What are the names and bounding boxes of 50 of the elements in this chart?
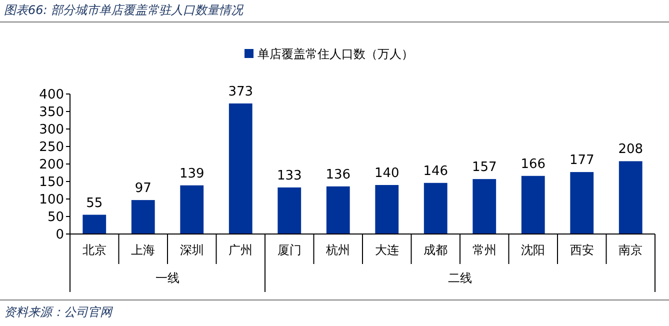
bar xyxy=(180,185,204,234)
text: 二线 xyxy=(448,271,472,285)
x-tick-label: 大连 xyxy=(374,243,399,257)
data-label: 166 xyxy=(520,156,546,172)
bar xyxy=(82,214,106,234)
bar xyxy=(131,200,155,234)
y-tick-label: 50 xyxy=(47,210,64,225)
x-tick-label: 厦门 xyxy=(277,243,302,257)
bar xyxy=(618,161,642,234)
bar xyxy=(278,187,302,234)
x-tick-label: 北京 xyxy=(82,243,106,257)
bar xyxy=(570,172,594,234)
data-label: 136 xyxy=(326,167,351,182)
legend-label: 单店覆盖常住人口数（万人） xyxy=(258,47,414,61)
y-tick-label: 0 xyxy=(56,228,64,242)
y-tick-label: 200 xyxy=(39,158,64,172)
data-label: 133 xyxy=(276,168,302,184)
data-label: 157 xyxy=(472,160,497,176)
data-label: 373 xyxy=(228,84,254,100)
x-tick-label: 成都 xyxy=(424,243,448,257)
y-tick-label: 250 xyxy=(39,140,64,155)
x-tick-label: 深圳 xyxy=(180,243,204,257)
x-tick-label: 广州 xyxy=(228,243,253,257)
x-tick-label: 上海 xyxy=(131,243,156,257)
y-tick-label: 150 xyxy=(39,175,64,190)
x-tick-label: 南京 xyxy=(618,243,643,257)
bar xyxy=(228,103,252,234)
y-tick-label: 300 xyxy=(39,122,64,138)
data-label: 208 xyxy=(618,142,644,158)
bar xyxy=(424,182,448,234)
data-label: 55 xyxy=(86,196,103,211)
data-label: 140 xyxy=(374,166,400,181)
y-tick-label: 400 xyxy=(39,88,64,102)
bar xyxy=(472,179,496,234)
x-tick-label: 杭州 xyxy=(325,243,350,257)
y-tick-label: 100 xyxy=(39,192,64,208)
data-label: 177 xyxy=(569,153,594,168)
text: 一线 xyxy=(156,271,180,285)
x-tick-label: 常州 xyxy=(472,243,496,257)
bar xyxy=(375,185,399,234)
chart-title: 图表66: 部分城市单店覆盖常驻人口数量情况 xyxy=(4,3,244,17)
x-tick-label: 沈阳 xyxy=(521,243,546,257)
x-tick-label: 西安 xyxy=(570,243,594,257)
data-label: 139 xyxy=(179,166,204,182)
y-tick-label: 350 xyxy=(39,105,64,120)
bar xyxy=(326,186,350,234)
bar xyxy=(521,176,545,234)
data-label: 97 xyxy=(134,181,152,196)
text: 资料来源：公司官网 xyxy=(4,305,114,319)
data-label: 146 xyxy=(423,164,448,179)
